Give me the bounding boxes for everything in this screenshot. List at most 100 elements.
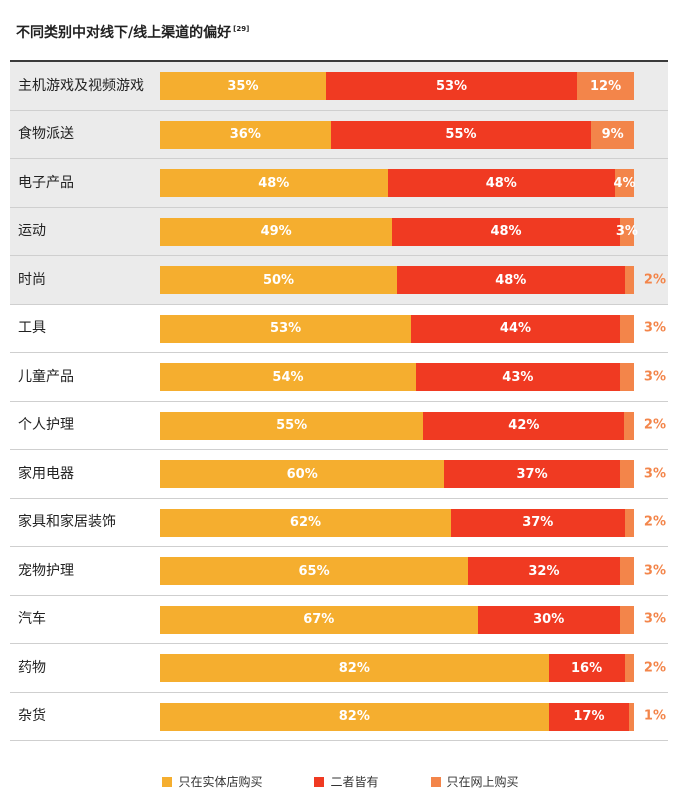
bar-segment-offline: 36%: [160, 120, 331, 149]
legend-swatch-online: [430, 776, 441, 787]
bar-segment-both: 55%: [330, 120, 592, 149]
bar-segment-online: 3%: [616, 217, 638, 246]
stacked-bar: 49% 48% 3%: [160, 217, 638, 246]
data-label: 32%: [528, 563, 560, 579]
legend-label-both: 二者皆有: [330, 775, 379, 789]
stacked-bar: 48% 48% 4%: [160, 169, 636, 197]
data-label: 48%: [485, 175, 517, 191]
category-label: 药物: [18, 659, 46, 676]
category-label: 电子产品: [18, 174, 74, 191]
bar-segment-offline: 55%: [160, 411, 424, 440]
bar-segment-offline: 82%: [160, 654, 549, 682]
bar-segment-online: [619, 460, 634, 488]
data-label: 53%: [270, 321, 302, 336]
bar-segment-both: 17%: [548, 702, 630, 731]
chart-row: 主机游戏及视频游戏 35% 53% 12%: [10, 62, 668, 111]
data-label-online: 3%: [643, 563, 666, 579]
data-label: 48%: [258, 175, 290, 191]
chart-row: 电子产品 48% 48% 4%: [10, 159, 668, 208]
bar-segment-online: 4%: [613, 169, 636, 197]
bar-segment-online: [624, 654, 634, 682]
legend-swatch-offline: [162, 776, 173, 787]
stacked-bar: 60% 37%: [160, 460, 634, 488]
data-label: 55%: [445, 127, 477, 142]
footnote-ref: [29]: [233, 25, 250, 33]
category-label: 运动: [18, 223, 46, 240]
data-label: 35%: [227, 78, 259, 94]
chart-row: 家具和家居装饰 62% 37% 2%: [10, 499, 668, 547]
chart-row: 个人护理 55% 42% 2%: [10, 402, 668, 450]
data-label: 49%: [260, 224, 292, 239]
data-label: 48%: [490, 224, 522, 239]
bar-segment-online: [624, 266, 634, 294]
data-label: 36%: [229, 127, 261, 142]
category-label: 家具和家居装饰: [18, 514, 116, 531]
category-label: 家用电器: [18, 465, 74, 482]
data-label: 44%: [499, 321, 532, 336]
data-label: 9%: [601, 127, 624, 142]
bar-segment-offline: 50%: [160, 266, 397, 294]
stacked-bar: 50% 48%: [160, 266, 634, 294]
bar-segment-offline: 54%: [160, 363, 416, 391]
bar-segment-both: 32%: [468, 557, 620, 585]
chart-title: 不同类别中对线下/线上渠道的偏好 [29]: [16, 25, 250, 41]
chart-row: 运动 49% 48% 3%: [10, 207, 668, 256]
bar-segment-offline: 62%: [160, 508, 451, 537]
bar-segment-both: 53%: [325, 72, 578, 100]
data-label: 82%: [338, 709, 370, 724]
bar-segment-offline: 49%: [160, 217, 393, 246]
chart-row: 食物派送 36% 55% 9%: [10, 110, 668, 159]
data-label: 65%: [298, 563, 330, 579]
stacked-bar: 62% 37%: [160, 508, 634, 537]
data-label: 53%: [435, 78, 468, 94]
data-label-online: 3%: [643, 320, 666, 336]
category-label: 杂货: [18, 708, 46, 725]
category-label: 时尚: [18, 271, 46, 288]
category-label: 汽车: [18, 611, 46, 628]
bar-segment-offline: 65%: [160, 557, 469, 585]
chart-rows: 主机游戏及视频游戏 35% 53% 12% 食物派送 36% 55% 9% 电子产品 48% 48%…: [10, 62, 668, 741]
data-label: 16%: [571, 660, 603, 676]
bar-segment-online: [629, 702, 634, 731]
legend-item-online: 只在网上购买: [430, 773, 519, 790]
data-label: 50%: [262, 272, 295, 288]
bar-segment-online: [619, 557, 634, 585]
legend-item-both: 二者皆有: [314, 773, 379, 790]
data-label-online: 3%: [643, 466, 666, 482]
data-label: 60%: [286, 466, 318, 482]
data-label: 82%: [338, 660, 370, 676]
bar-segment-both: 30%: [477, 605, 620, 634]
bar-segment-online: [619, 605, 634, 634]
bar-segment-online: 12%: [577, 72, 634, 100]
bar-segment-online: [619, 363, 634, 391]
data-label-online: 2%: [643, 272, 666, 288]
data-label: 48%: [495, 272, 527, 288]
bar-segment-offline: 67%: [160, 605, 478, 634]
bar-segment-both: 37%: [450, 508, 625, 537]
data-label: 43%: [502, 369, 534, 385]
bar-segment-both: 48%: [397, 266, 625, 294]
chart-row: 杂货 82% 17% 1%: [10, 693, 668, 741]
data-label: 42%: [508, 418, 540, 433]
legend: 只在实体店购买 二者皆有 只在网上购买: [0, 773, 681, 790]
bar-segment-offline: 48%: [160, 169, 388, 197]
data-label-online: 3%: [643, 369, 666, 385]
bar-segment-both: 16%: [548, 654, 625, 682]
legend-swatch-both: [314, 776, 325, 787]
data-label: 3%: [615, 224, 638, 239]
stacked-bar: 35% 53% 12%: [160, 72, 634, 100]
data-label: 12%: [589, 78, 622, 94]
stacked-bar: 82% 17%: [160, 702, 634, 731]
stacked-bar: 36% 55% 9%: [160, 120, 634, 149]
stacked-bar: 54% 43%: [160, 363, 634, 391]
bar-segment-offline: 35%: [160, 72, 326, 100]
bar-segment-online: [624, 411, 634, 440]
data-label-online: 1%: [643, 708, 666, 724]
chart-row: 时尚 50% 48% 2%: [10, 256, 668, 305]
category-label: 主机游戏及视频游戏: [18, 77, 144, 94]
data-label-online: 2%: [643, 417, 666, 433]
chart-row: 宠物护理 65% 32% 3%: [10, 547, 668, 596]
stacked-bar: 65% 32%: [160, 557, 634, 585]
data-label: 30%: [533, 612, 565, 627]
category-label: 宠物护理: [18, 562, 74, 579]
